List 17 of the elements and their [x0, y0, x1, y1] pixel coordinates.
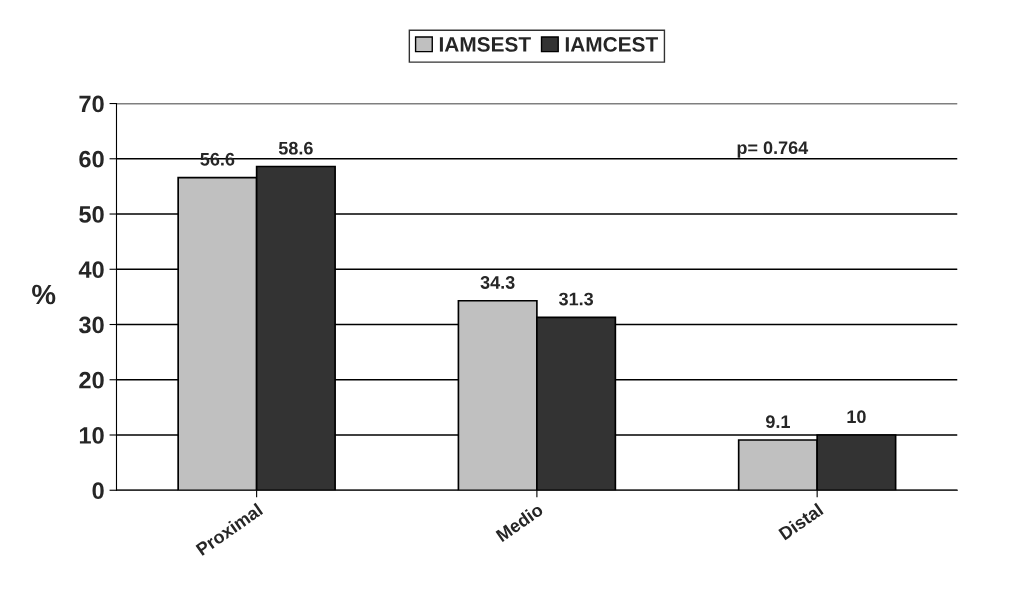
annotation: p= 0.764 [737, 141, 809, 158]
data-label: 31.3 [558, 292, 594, 306]
y-tick-label: 40 [78, 261, 104, 279]
y-axis-title: % [32, 284, 56, 305]
y-tick-label: 50 [79, 206, 104, 223]
data-label: 9.1 [765, 415, 790, 429]
data-label: 58.6 [278, 141, 313, 155]
data-label: 10 [847, 410, 866, 424]
y-tick-label: 10 [79, 427, 104, 444]
legend-label: IAMSEST [439, 37, 531, 52]
y-tick-label: 0 [92, 482, 104, 500]
y-tick-label: 20 [79, 371, 104, 389]
y-tick-label: 70 [79, 95, 104, 113]
data-label: 34.3 [480, 276, 515, 289]
legend-label: IAMCEST [565, 37, 658, 52]
y-tick-label: 30 [78, 316, 104, 334]
y-tick-label: 60 [79, 150, 104, 168]
